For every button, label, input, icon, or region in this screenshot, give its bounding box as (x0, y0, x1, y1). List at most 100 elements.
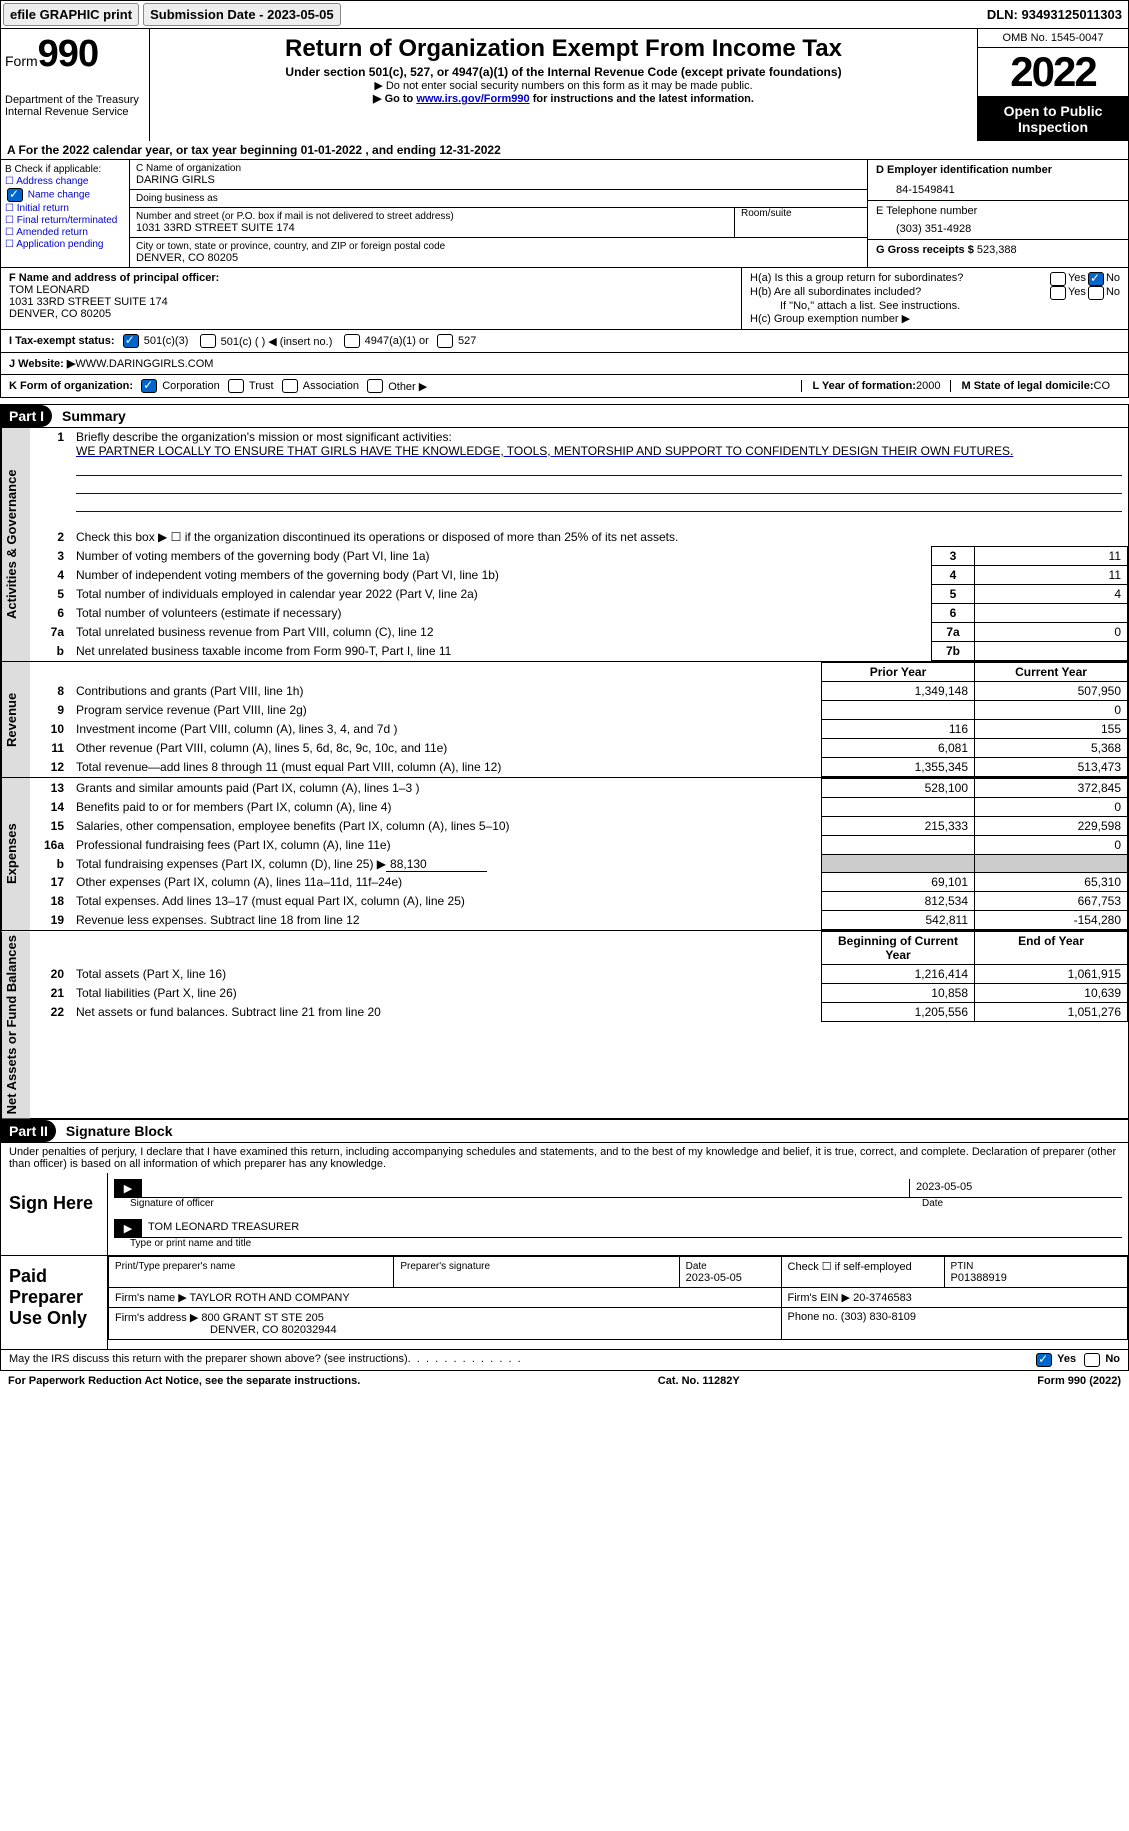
efile-button[interactable]: efile GRAPHIC print (3, 3, 139, 26)
c19: -154,280 (975, 911, 1128, 930)
l7b-text: Net unrelated business taxable income fr… (70, 642, 932, 661)
p13: 528,100 (822, 779, 975, 798)
paid-preparer-block: Paid Preparer Use Only Print/Type prepar… (0, 1256, 1129, 1350)
sign-here-block: Sign Here ▶ 2023-05-05 Signature of offi… (0, 1173, 1129, 1256)
officer-block: F Name and address of principal officer:… (0, 268, 1129, 330)
open-inspection: Open to Public Inspection (978, 97, 1128, 141)
chk-corp[interactable] (141, 379, 157, 393)
dln: DLN: 93493125011303 (981, 4, 1128, 25)
chk-trust[interactable] (228, 379, 244, 393)
gross-label: G Gross receipts $ (876, 244, 977, 256)
irs-link[interactable]: www.irs.gov/Form990 (416, 93, 529, 105)
submission-date: Submission Date - 2023-05-05 (143, 3, 341, 26)
p14 (822, 798, 975, 817)
chk-other[interactable] (367, 379, 383, 393)
phone-cell: E Telephone number (303) 351-4928 (868, 201, 1128, 240)
ha-no[interactable] (1088, 272, 1104, 286)
subdate-label: Submission Date - (150, 7, 267, 22)
city-value: DENVER, CO 80205 (136, 252, 861, 264)
goto-pre: ▶ Go to (373, 93, 416, 105)
form-title: Return of Organization Exempt From Incom… (158, 35, 969, 63)
officer-name: TOM LEONARD (9, 284, 733, 296)
prep-name-cell: Print/Type preparer's name (109, 1257, 394, 1288)
chk-initial[interactable]: ☐ Initial return (5, 203, 125, 214)
activities-governance: Activities & Governance 1 Briefly descri… (0, 428, 1129, 662)
ha-label: H(a) Is this a group return for subordin… (750, 272, 1048, 286)
prep-date-cell: Date2023-05-05 (679, 1257, 781, 1288)
col-b-title: B Check if applicable: (5, 164, 125, 175)
l12: Total revenue—add lines 8 through 11 (mu… (70, 758, 822, 777)
dept-treasury: Department of the Treasury (5, 94, 145, 106)
l4-text: Number of independent voting members of … (70, 566, 932, 585)
form-subtitle: Under section 501(c), 527, or 4947(a)(1)… (158, 65, 969, 79)
arrow-icon: ▶ (114, 1219, 142, 1237)
part2-badge: Part II (1, 1120, 56, 1142)
line-j: J Website: ▶ WWW.DARINGGIRLS.COM (0, 353, 1129, 375)
part2-title: Signature Block (56, 1120, 183, 1142)
c13: 372,845 (975, 779, 1128, 798)
date-label: Date (922, 1198, 1122, 1209)
hb-no[interactable] (1088, 286, 1104, 300)
l15: Salaries, other compensation, employee b… (70, 817, 822, 836)
discuss-no[interactable] (1084, 1353, 1100, 1367)
chk-527[interactable] (437, 334, 453, 348)
officer-city: DENVER, CO 80205 (9, 308, 733, 320)
c9: 0 (975, 701, 1128, 720)
dln-value: 93493125011303 (1021, 7, 1122, 22)
l3-text: Number of voting members of the governin… (70, 547, 932, 566)
hb-note: If "No," attach a list. See instructions… (750, 300, 1120, 312)
chk-501c[interactable] (200, 334, 216, 348)
p20: 1,216,414 (822, 965, 975, 984)
header-right: OMB No. 1545-0047 2022 Open to Public In… (977, 29, 1128, 141)
penalty-text: Under penalties of perjury, I declare th… (0, 1143, 1129, 1173)
row-a-period: A For the 2022 calendar year, or tax yea… (0, 141, 1129, 160)
header-mid: Return of Organization Exempt From Incom… (150, 29, 977, 141)
c10: 155 (975, 720, 1128, 739)
chk-501c3[interactable] (123, 334, 139, 348)
ha-yes[interactable] (1050, 272, 1066, 286)
line-k-label: K Form of organization: (9, 380, 133, 392)
l9: Program service revenue (Part VIII, line… (70, 701, 822, 720)
c22: 1,051,276 (975, 1003, 1128, 1022)
l11: Other revenue (Part VIII, column (A), li… (70, 739, 822, 758)
phone-value: (303) 351-4928 (876, 217, 1120, 235)
arrow-icon: ▶ (114, 1179, 142, 1197)
p8: 1,349,148 (822, 682, 975, 701)
ptin-cell: PTINP01388919 (944, 1257, 1127, 1288)
chk-name-change[interactable]: Name change (5, 188, 125, 202)
discuss-text: May the IRS discuss this return with the… (9, 1353, 408, 1367)
p18: 812,534 (822, 892, 975, 911)
hb-yes[interactable] (1050, 286, 1066, 300)
l5-text: Total number of individuals employed in … (70, 585, 932, 604)
firm-addr-cell: Firm's address ▶ 800 GRANT ST STE 205DEN… (109, 1308, 782, 1340)
form-word: Form (5, 53, 38, 69)
end-hdr: End of Year (975, 932, 1128, 965)
chk-assoc[interactable] (282, 379, 298, 393)
l1-label: Briefly describe the organization's miss… (76, 430, 452, 444)
h-section: H(a) Is this a group return for subordin… (741, 268, 1128, 329)
entity-block: B Check if applicable: ☐ Address change … (0, 160, 1129, 268)
org-name-cell: C Name of organization DARING GIRLS (130, 160, 867, 190)
p12: 1,355,345 (822, 758, 975, 777)
chk-4947[interactable] (344, 334, 360, 348)
omb-number: OMB No. 1545-0047 (978, 29, 1128, 48)
discuss-yes[interactable] (1036, 1353, 1052, 1367)
p10: 116 (822, 720, 975, 739)
chk-amended[interactable]: ☐ Amended return (5, 227, 125, 238)
form-foot: Form 990 (2022) (1037, 1375, 1121, 1387)
l8: Contributions and grants (Part VIII, lin… (70, 682, 822, 701)
street-cell: Number and street (or P.O. box if mail i… (130, 208, 867, 238)
c17: 65,310 (975, 873, 1128, 892)
vlabel-exp: Expenses (1, 778, 30, 930)
officer-info: F Name and address of principal officer:… (1, 268, 741, 329)
chk-final[interactable]: ☐ Final return/terminated (5, 215, 125, 226)
part1-header: Part I Summary (0, 404, 1129, 428)
expenses-table: 13Grants and similar amounts paid (Part … (30, 778, 1128, 930)
chk-application[interactable]: ☐ Application pending (5, 239, 125, 250)
part1-title: Summary (52, 405, 136, 427)
self-emp-cell: Check ☐ if self-employed (781, 1257, 944, 1288)
l10: Investment income (Part VIII, column (A)… (70, 720, 822, 739)
revenue-table: Prior YearCurrent Year 8Contributions an… (30, 662, 1128, 777)
chk-address[interactable]: ☐ Address change (5, 176, 125, 187)
col-d-info: D Employer identification number 84-1549… (867, 160, 1128, 267)
